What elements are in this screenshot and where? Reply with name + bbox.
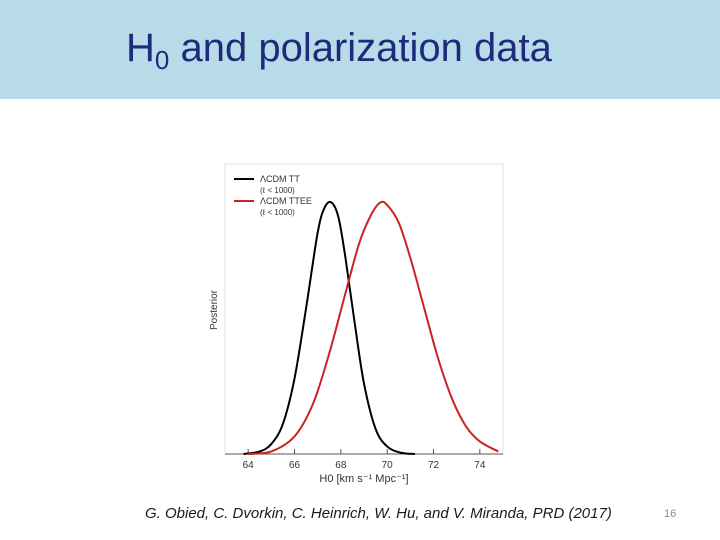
title-main: H xyxy=(126,26,155,70)
series-line-lcdm-tt xyxy=(243,200,416,455)
title-bar: H0 and polarization data xyxy=(0,0,720,99)
series-curves xyxy=(243,200,499,455)
legend-sublabel: (ℓ < 1000) xyxy=(260,208,295,217)
legend-sublabel: (ℓ < 1000) xyxy=(260,186,295,195)
title-rest: and polarization data xyxy=(169,26,552,70)
legend: ΛCDM TT(ℓ < 1000)ΛCDM TTEE(ℓ < 1000) xyxy=(234,174,312,217)
x-tick-label: 66 xyxy=(289,460,301,471)
x-tick-label: 68 xyxy=(335,460,347,471)
y-axis-label: Posterior xyxy=(209,289,220,330)
citation: G. Obied, C. Dvorkin, C. Heinrich, W. Hu… xyxy=(145,505,612,522)
legend-label: ΛCDM TTEE xyxy=(260,196,312,206)
plot-frame xyxy=(224,163,504,455)
posterior-chart: 64 66 68 70 72 74 ΛCDM TT (ℓ < 1000) ΛCDM TTEE(… xyxy=(200,150,520,490)
slide-number: 16 xyxy=(664,508,677,520)
x-tick-label: 74 xyxy=(474,460,486,471)
x-tick-label: 64 xyxy=(243,460,255,471)
x-tick-label: 70 xyxy=(382,460,394,471)
slide-title: H0 and polarization data xyxy=(126,26,552,76)
series-line-lcdm-ttee xyxy=(248,200,499,455)
x-tick-label: 72 xyxy=(428,460,440,471)
x-ticks: 64 66 68 70 72 74 xyxy=(243,449,486,471)
title-subscript: 0 xyxy=(154,45,170,75)
x-axis-label: H0 [km s⁻¹ Mpc⁻¹] xyxy=(319,473,408,485)
chart-svg: 64 66 68 70 72 74 ΛCDM TT(ℓ < 1000)ΛCDM TTEE(… xyxy=(209,163,504,485)
legend-label: ΛCDM TT xyxy=(260,174,300,184)
